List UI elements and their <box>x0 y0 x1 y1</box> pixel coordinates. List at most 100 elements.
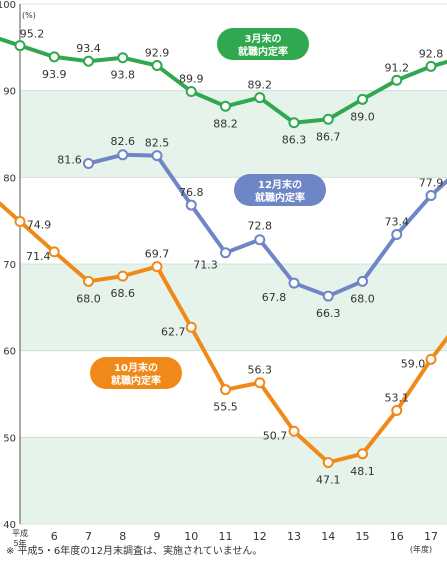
x-tick-label: 11 <box>219 530 233 543</box>
data-label: 68.0 <box>76 292 101 305</box>
data-label: 81.6 <box>57 153 82 166</box>
data-label: 55.5 <box>213 401 238 414</box>
y-tick-label: 60 <box>3 347 16 358</box>
x-tick-label: 10 <box>184 530 198 543</box>
x-tick-label: 12 <box>253 530 267 543</box>
data-label: 71.3 <box>193 259 218 272</box>
data-point <box>220 247 231 259</box>
y-tick-label: 80 <box>3 173 16 184</box>
data-label: 50.7 <box>263 429 288 442</box>
series-label-badge <box>234 174 326 206</box>
data-point <box>151 261 163 273</box>
data-label: 71.4 <box>26 250 51 263</box>
data-label: 48.1 <box>350 465 375 478</box>
data-point <box>185 86 197 98</box>
data-point <box>391 404 403 416</box>
x-tick-label: 13 <box>287 530 301 543</box>
y-tick-label: 50 <box>3 433 16 444</box>
series-label-badge <box>90 357 182 389</box>
footnote: ※ 平成5・6年度の12月末調査は、実施されていません。 <box>6 546 263 557</box>
series-line-0 <box>0 36 447 125</box>
x-tick-label: 17 <box>424 530 438 543</box>
data-point <box>425 190 437 202</box>
data-point <box>185 199 197 211</box>
data-point <box>254 92 266 104</box>
data-label: 74.9 <box>27 219 52 232</box>
data-label: 77.9 <box>419 177 444 190</box>
x-tick-label: 9 <box>154 530 161 543</box>
data-point <box>83 157 94 169</box>
data-label: 93.8 <box>111 69 136 82</box>
data-point <box>391 229 403 241</box>
data-point <box>254 377 266 389</box>
data-point <box>117 149 129 161</box>
data-label: 68.6 <box>111 287 136 300</box>
data-point <box>220 384 231 396</box>
data-point <box>151 60 163 72</box>
x-tick-label: 16 <box>390 530 404 543</box>
data-label: 95.2 <box>20 28 45 41</box>
data-point <box>48 51 60 63</box>
series-line-2 <box>0 201 447 465</box>
data-label: 86.7 <box>316 130 341 143</box>
x-unit-label: (年度) <box>410 544 432 554</box>
series-label: 10月末の就職内定率 <box>111 361 161 387</box>
data-point <box>14 40 26 52</box>
series-label: 12月末の就職内定率 <box>255 178 305 204</box>
data-label: 93.9 <box>42 68 67 81</box>
data-point <box>322 113 334 125</box>
data-point <box>357 275 368 287</box>
x-tick-label: 14 <box>321 530 335 543</box>
data-label: 88.2 <box>213 117 238 130</box>
data-point <box>83 275 94 287</box>
data-point <box>220 100 231 112</box>
data-label: 92.8 <box>419 47 444 60</box>
y-tick-label: 70 <box>3 260 16 271</box>
data-point <box>254 234 266 246</box>
data-label: 82.6 <box>111 135 136 148</box>
data-point <box>288 117 300 129</box>
data-label: 59.0 <box>401 357 426 370</box>
data-label: 89.9 <box>179 73 204 86</box>
data-point <box>391 74 403 86</box>
data-point <box>185 321 197 333</box>
data-point <box>425 353 437 365</box>
data-point <box>117 270 129 282</box>
data-label: 91.2 <box>385 61 410 74</box>
data-point <box>14 216 26 228</box>
x-tick-label: 7 <box>85 530 92 543</box>
data-label: 76.8 <box>179 186 204 199</box>
data-point <box>48 246 60 258</box>
x-tick-label: 平成 5年 <box>12 528 28 548</box>
data-label: 89.0 <box>350 110 375 123</box>
data-point <box>357 448 368 460</box>
data-label: 68.0 <box>350 292 375 305</box>
data-label: 66.3 <box>316 307 341 320</box>
data-point <box>322 456 334 468</box>
grid-band <box>20 437 447 524</box>
data-point <box>425 60 437 72</box>
x-tick-label: 6 <box>51 530 58 543</box>
data-label: 86.3 <box>282 134 307 147</box>
x-tick-label: 15 <box>356 530 370 543</box>
data-label: 72.8 <box>248 220 273 233</box>
data-label: 69.7 <box>145 248 170 261</box>
data-label: 56.3 <box>248 364 273 377</box>
data-label: 89.2 <box>248 79 273 92</box>
data-point <box>322 290 334 302</box>
series-label-badge <box>217 28 309 60</box>
data-label: 67.8 <box>262 291 287 304</box>
data-point <box>151 150 163 162</box>
x-tick-label: 8 <box>119 530 126 543</box>
grid-band <box>20 350 447 438</box>
data-label: 92.9 <box>145 47 170 60</box>
series-label: 3月末の就職内定率 <box>238 32 288 58</box>
data-label: 53.1 <box>385 391 410 404</box>
y-tick-label: 90 <box>3 87 16 98</box>
data-label: 47.1 <box>316 473 341 486</box>
data-label: 73.4 <box>385 216 410 229</box>
y-tick-label: 40 <box>3 520 16 531</box>
y-tick-label: 100 <box>0 0 16 11</box>
data-label: 62.7 <box>161 325 186 338</box>
